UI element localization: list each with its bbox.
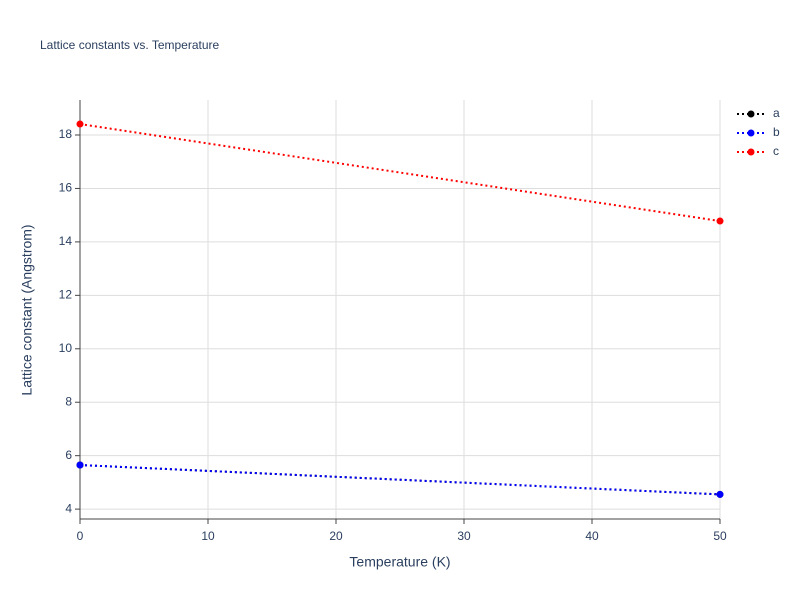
x-axis-title: Temperature (K)	[349, 554, 450, 570]
chart-title: Lattice constants vs. Temperature	[40, 38, 220, 52]
y-tick-label: 10	[59, 341, 73, 355]
legend-marker	[747, 129, 755, 137]
y-tick-label: 16	[59, 181, 73, 195]
y-tick-label: 6	[65, 448, 72, 462]
x-tick-label: 20	[329, 529, 343, 543]
x-tick-label: 40	[585, 529, 599, 543]
point	[716, 490, 724, 498]
point	[76, 120, 84, 128]
legend-marker	[747, 148, 755, 156]
y-tick-label: 14	[59, 234, 73, 248]
series-line	[79, 464, 721, 496]
series-line	[79, 123, 721, 223]
y-tick-label: 18	[59, 127, 73, 141]
x-tick-label: 50	[713, 529, 727, 543]
x-tick-label: 10	[201, 529, 215, 543]
point	[716, 217, 724, 225]
y-axis-title: Lattice constant (Angstrom)	[19, 224, 35, 395]
legend-marker	[747, 110, 755, 118]
x-tick-label: 30	[457, 529, 471, 543]
legend-label: b	[773, 125, 780, 139]
x-tick-label: 0	[77, 529, 84, 543]
y-tick-label: 8	[65, 394, 72, 408]
legend-label: c	[773, 144, 779, 158]
point	[76, 461, 84, 469]
y-tick-label: 12	[59, 288, 73, 302]
y-tick-label: 4	[65, 501, 72, 515]
legend-label: a	[773, 106, 780, 120]
